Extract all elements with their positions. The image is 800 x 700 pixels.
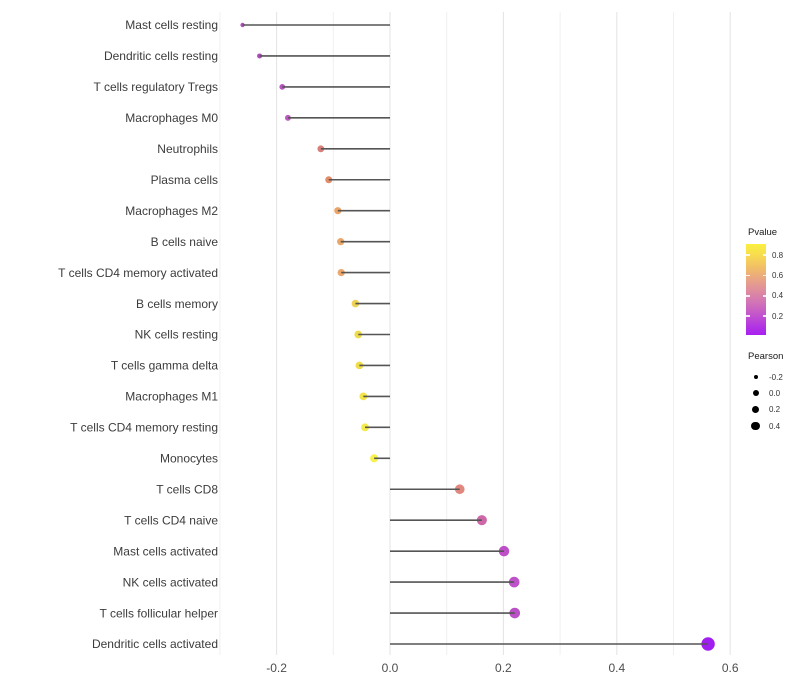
pearson-legend-title: Pearson [748, 351, 784, 362]
pearson-key-dot [751, 405, 760, 414]
x-tick-label: 0.0 [382, 661, 399, 675]
category-label: T cells regulatory Tregs [94, 80, 219, 94]
pearson-legend: Pearson -0.2 0.0 0.2 0.4 [744, 351, 800, 434]
pearson-legend-entry: -0.2 [744, 369, 800, 385]
pearson-legend-entry: 0.2 [744, 402, 800, 418]
pearson-key-dot [752, 390, 759, 397]
pearson-key-label: 0.0 [769, 388, 781, 398]
pearson-key-dot-wrap [749, 375, 762, 380]
category-label: Monocytes [160, 452, 218, 466]
pvalue-gradient-tick [746, 295, 750, 297]
pvalue-tick-label: 0.6 [772, 271, 784, 281]
pvalue-gradient-bar [746, 244, 766, 335]
category-label: B cells naive [151, 235, 219, 249]
x-tick-label: 0.4 [608, 661, 625, 675]
pearson-legend-entry: 0.4 [744, 418, 800, 434]
pvalue-gradient-tick [762, 295, 766, 297]
pearson-key-dot-wrap [749, 421, 762, 431]
category-label: Plasma cells [151, 173, 218, 187]
category-label: Macrophages M0 [125, 111, 218, 125]
pvalue-gradient-tick [746, 315, 750, 317]
pvalue-gradient-tick [746, 274, 750, 277]
pearson-legend-entries: -0.2 0.0 0.2 0.4 [744, 369, 800, 434]
x-tick-label: 0.6 [722, 661, 739, 675]
category-label: T cells CD4 naive [124, 513, 218, 527]
category-label: NK cells activated [123, 575, 218, 589]
pearson-key-label: -0.2 [769, 372, 783, 382]
category-label: T cells follicular helper [100, 606, 219, 620]
category-label: Dendritic cells resting [104, 49, 218, 63]
lollipop-dot [257, 53, 263, 59]
category-label: T cells CD4 memory resting [70, 421, 218, 435]
pearson-key-label: 0.2 [769, 405, 781, 415]
pvalue-gradient-tick [746, 254, 750, 256]
pvalue-tick-label: 0.8 [772, 250, 784, 260]
category-label: NK cells resting [135, 328, 218, 342]
x-tick-label: -0.2 [266, 661, 287, 675]
category-label: T cells gamma delta [111, 359, 218, 373]
pvalue-legend-title: Pvalue [748, 227, 778, 238]
pvalue-tick-label: 0.4 [772, 291, 784, 301]
category-label: Mast cells resting [125, 18, 218, 32]
x-tick-label: 0.2 [495, 661, 512, 675]
category-label: Neutrophils [157, 142, 218, 156]
pearson-key-dot [753, 375, 758, 380]
pearson-key-dot-wrap [749, 390, 762, 397]
pvalue-gradient-tick [762, 274, 766, 277]
pvalue-tick-label: 0.2 [772, 311, 784, 321]
lollipop-dot [337, 238, 345, 246]
category-label: T cells CD4 memory activated [58, 266, 218, 280]
pvalue-gradient-tick [762, 315, 766, 317]
pearson-key-dot-wrap [749, 405, 762, 414]
pearson-legend-entry: 0.0 [744, 385, 800, 401]
pearson-key-dot [751, 421, 760, 431]
category-label: B cells memory [136, 297, 218, 311]
pvalue-legend: Pvalue 0.8 0.6 0.4 0.2 [744, 227, 800, 338]
category-label: Macrophages M2 [125, 204, 218, 218]
category-label: Macrophages M1 [125, 390, 218, 404]
category-label: Mast cells activated [113, 544, 218, 558]
pvalue-gradient-tick [762, 254, 766, 256]
pvalue-gradient-wrap: 0.8 0.6 0.4 0.2 [744, 238, 800, 338]
pearson-key-label: 0.4 [769, 421, 781, 431]
category-label: Dendritic cells activated [92, 637, 218, 651]
category-label: T cells CD8 [156, 482, 218, 496]
